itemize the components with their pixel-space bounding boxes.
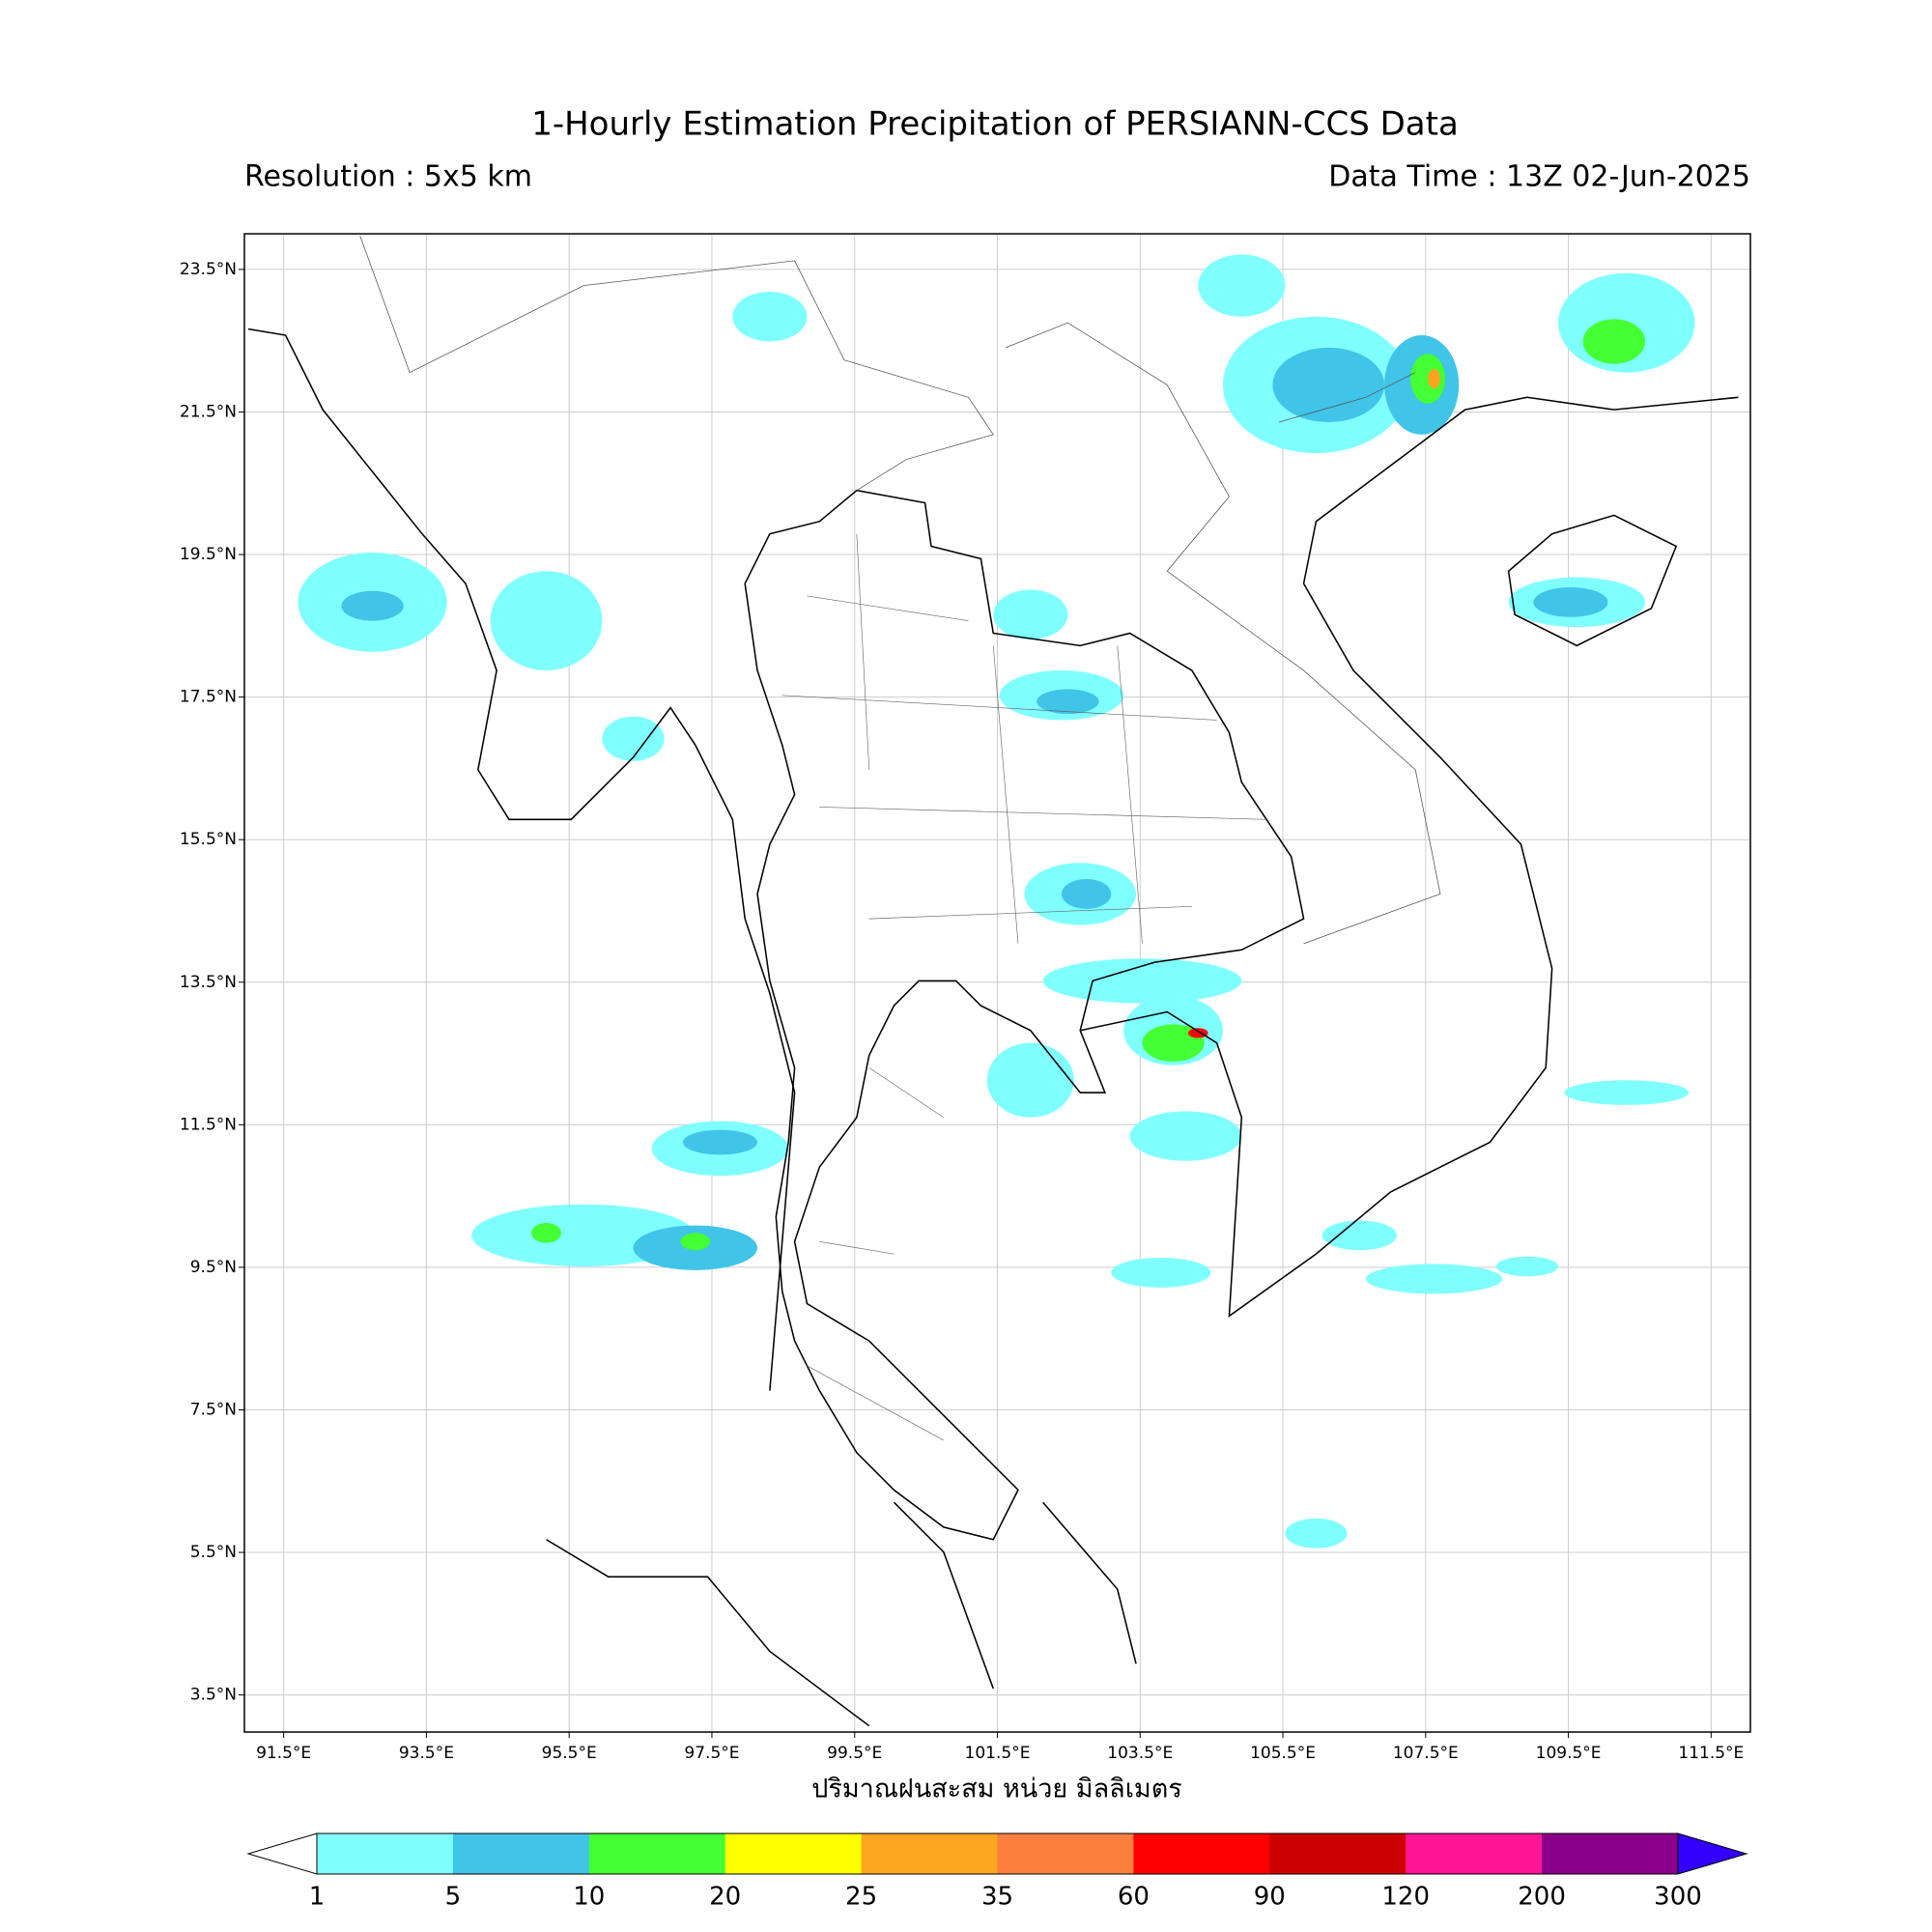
- grid: [244, 234, 1750, 1732]
- x-tick-label: 109.5°E: [1536, 1744, 1602, 1763]
- colorbar-label: 10: [573, 1883, 605, 1912]
- colorbar-label: 60: [1118, 1883, 1150, 1912]
- colorbar-segment: [588, 1833, 726, 1874]
- x-tick-label: 105.5°E: [1250, 1744, 1316, 1763]
- colorbar-outline: [316, 1833, 1679, 1875]
- map-layer: [247, 236, 1739, 1727]
- colorbar-segment: [317, 1833, 454, 1874]
- y-tick-label: 13.5°N: [180, 973, 237, 992]
- colorbar-label: 1: [309, 1883, 326, 1912]
- x-axis-label: ปริมาณฝนสะสม หน่วย มิลลิเมตร: [811, 1775, 1182, 1804]
- y-tick-label: 5.5°N: [190, 1543, 237, 1562]
- x-tick-label: 97.5°E: [684, 1744, 739, 1763]
- rain-areas: [298, 254, 1695, 1548]
- colorbar-over: [1677, 1833, 1748, 1875]
- x-tick-label: 91.5°E: [256, 1744, 311, 1763]
- y-tick-label: 11.5°N: [180, 1115, 237, 1134]
- y-tick-label: 7.5°N: [190, 1400, 237, 1419]
- colorbar-label: 20: [709, 1883, 741, 1912]
- colorbar-under: [246, 1833, 318, 1875]
- x-tick-label: 107.5°E: [1393, 1744, 1459, 1763]
- colorbar: 1 5 10 20 25 35 60 90 120 200 300: [246, 1833, 1748, 1912]
- y-tick-label: 17.5°N: [180, 688, 237, 707]
- resolution: Resolution : 5x5 km: [244, 160, 532, 194]
- y-tick-label: 23.5°N: [180, 260, 237, 279]
- colorbar-label: 300: [1654, 1883, 1702, 1912]
- colorbar-segment: [452, 1833, 590, 1874]
- colorbar-label: 120: [1381, 1883, 1430, 1912]
- colorbar-segment: [1269, 1833, 1406, 1874]
- colorbar-segment: [1542, 1833, 1679, 1874]
- colorbar-segment: [1133, 1833, 1270, 1874]
- colorbar-label: 25: [845, 1883, 877, 1912]
- y-tick-label: 3.5°N: [190, 1686, 237, 1705]
- x-tick-label: 95.5°E: [542, 1744, 597, 1763]
- y-tick-label: 9.5°N: [190, 1258, 237, 1277]
- colorbar-label: 200: [1518, 1883, 1566, 1912]
- colorbar-segment: [724, 1833, 863, 1874]
- y-tick-label: 19.5°N: [180, 545, 237, 564]
- colorbar-segment: [997, 1833, 1134, 1874]
- x-tick-label: 101.5°E: [965, 1744, 1031, 1763]
- data-time: Data Time : 13Z 02-Jun-2025: [1328, 160, 1750, 194]
- x-tick-label: 111.5°E: [1678, 1744, 1744, 1763]
- y-tick-label: 21.5°N: [180, 402, 237, 421]
- title: 1-Hourly Estimation Precipitation of PER…: [531, 105, 1459, 144]
- colorbar-segment: [1406, 1833, 1543, 1874]
- colorbar-label: 35: [981, 1883, 1013, 1912]
- y-tick-label: 15.5°N: [180, 830, 237, 849]
- coastlines: [247, 236, 1739, 1727]
- colorbar-label: 5: [445, 1883, 462, 1912]
- x-tick-label: 99.5°E: [827, 1744, 882, 1763]
- x-tick-label: 103.5°E: [1107, 1744, 1173, 1763]
- x-tick-label: 93.5°E: [399, 1744, 454, 1763]
- colorbar-label: 90: [1254, 1883, 1286, 1912]
- colorbar-segment: [861, 1833, 998, 1874]
